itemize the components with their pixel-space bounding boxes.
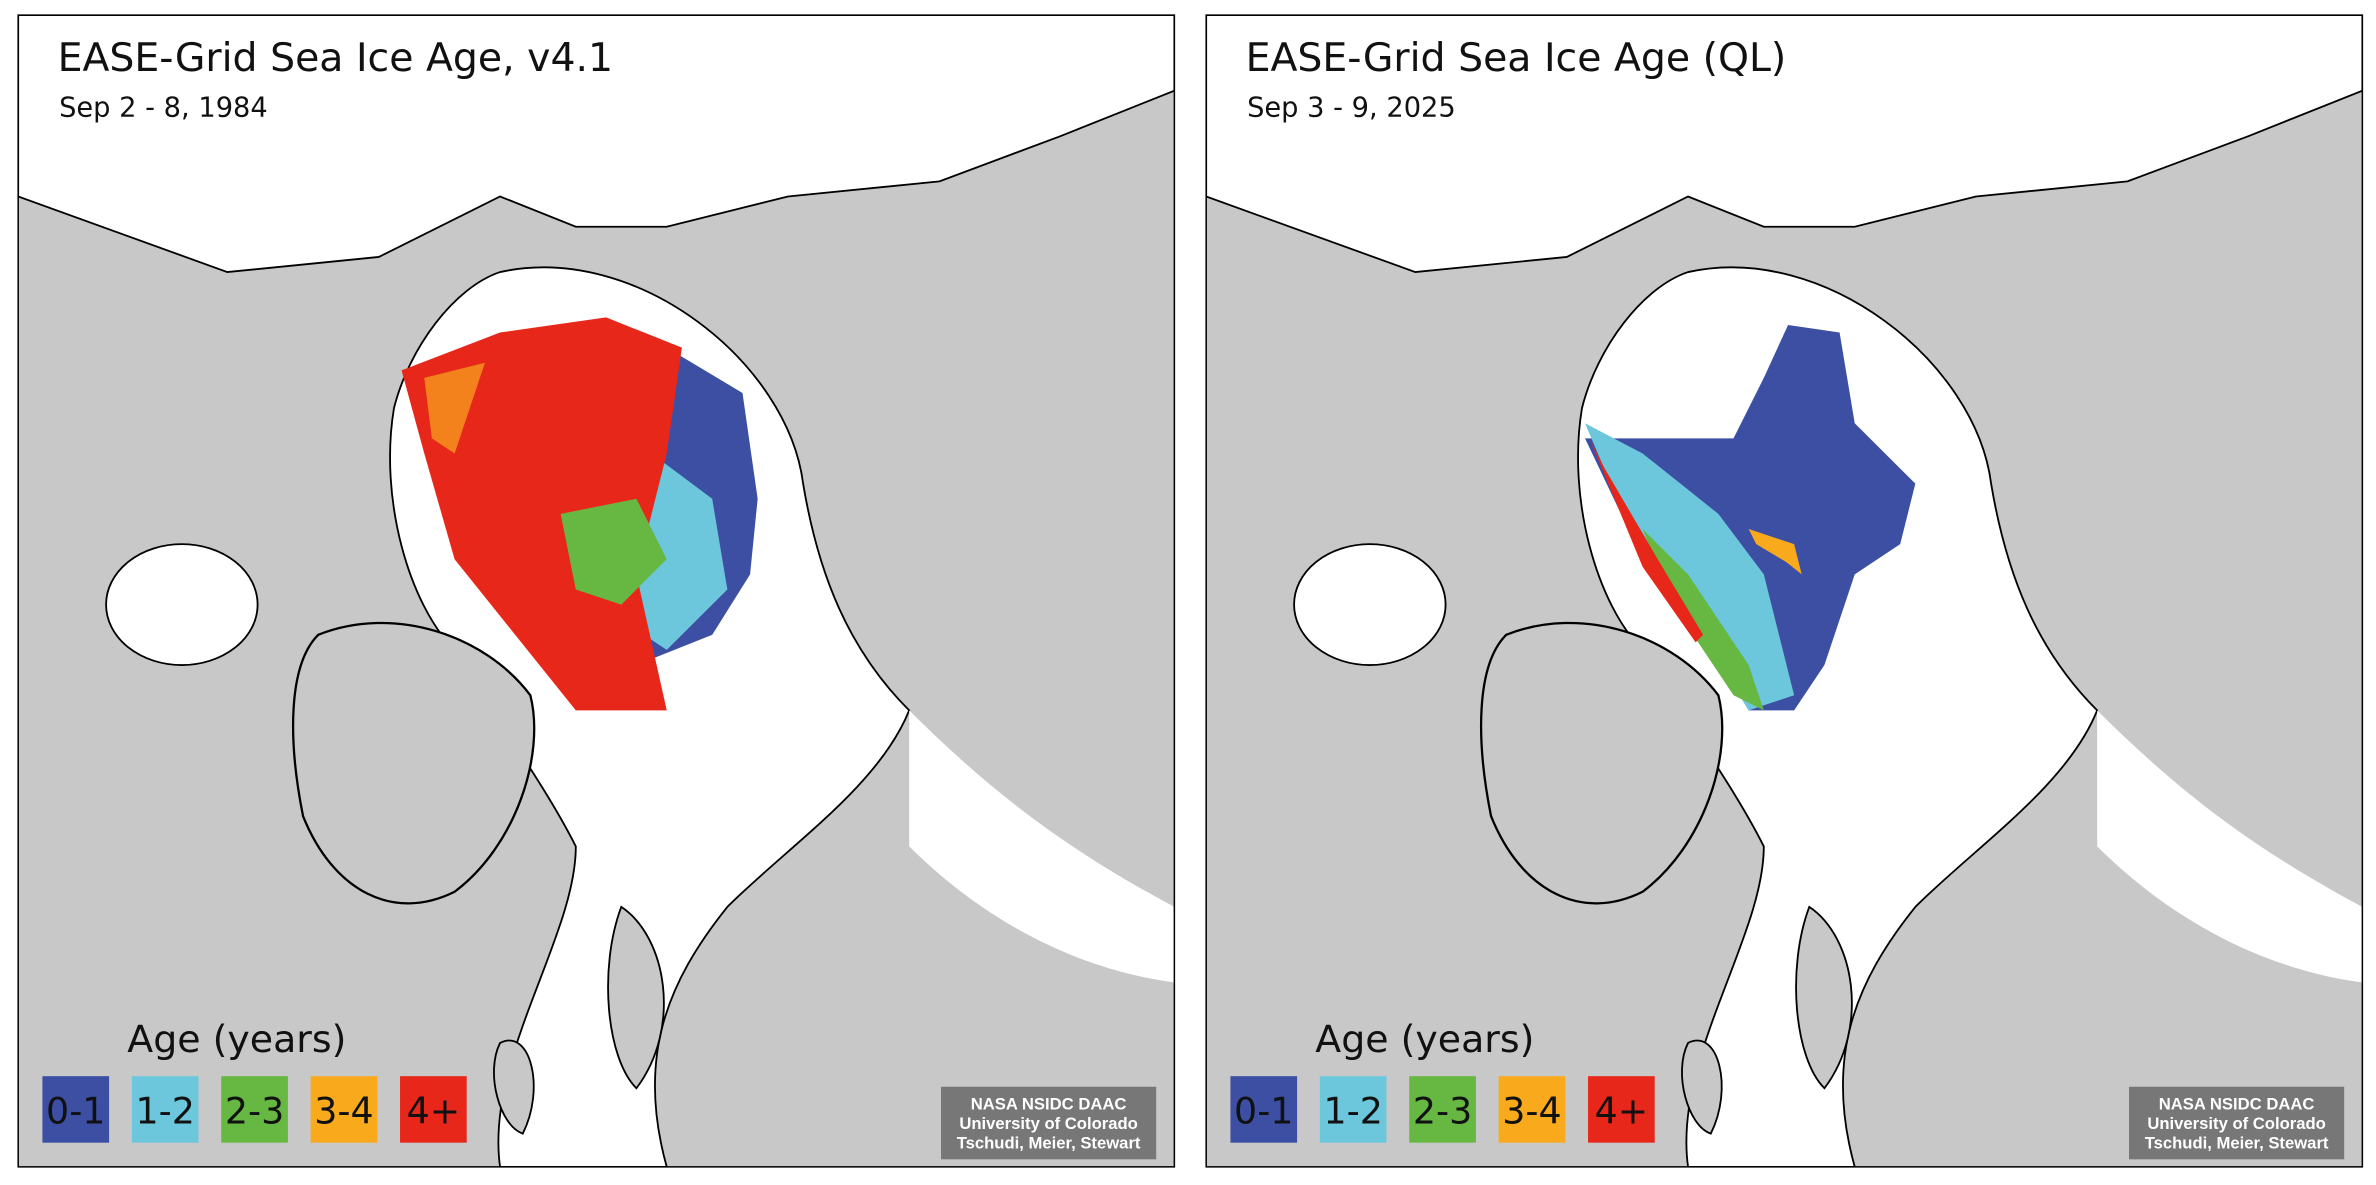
credit-line: Tschudi, Meier, Stewart (2145, 1134, 2329, 1153)
panel-title: EASE-Grid Sea Ice Age (QL) (1246, 35, 1787, 81)
credit-line: NASA NSIDC DAAC (2159, 1094, 2315, 1113)
panel-text: EASE-Grid Sea Ice Age (QL) Sep 3 - 9, 202… (1230, 35, 2345, 1160)
legend-label: 1-2 (135, 1089, 194, 1132)
legend-label: 2-3 (225, 1089, 284, 1132)
panel (18, 15, 1174, 1167)
ice-age-4plus (401, 317, 682, 711)
legend-swatch (1319, 1076, 1387, 1143)
legend-label: 0-1 (1234, 1089, 1293, 1132)
credit-line: University of Colorado (959, 1114, 1138, 1133)
credit-line: University of Colorado (2147, 1114, 2326, 1133)
legend-label: 4+ (407, 1089, 461, 1132)
credit-box (941, 1086, 1157, 1160)
panel-frame (17, 14, 1176, 1168)
legend-swatch (310, 1076, 378, 1143)
legend-swatch (131, 1076, 199, 1143)
ice-age-2-3 (1642, 529, 1764, 711)
legend-label: 4+ (1595, 1089, 1649, 1132)
legend-swatch (1230, 1076, 1298, 1143)
legend-label: 0-1 (46, 1089, 105, 1132)
panel-title: EASE-Grid Sea Ice Age, v4.1 (58, 35, 614, 81)
panel (1206, 15, 2362, 1167)
ice-age-4plus (1589, 438, 1704, 643)
panel-frame (1205, 14, 2364, 1168)
ice-age-3-4 (424, 362, 485, 454)
legend-title: Age (years) (127, 1017, 346, 1061)
legend-swatch (1498, 1076, 1566, 1143)
legend-title: Age (years) (1315, 1017, 1534, 1061)
ice-age-2-3 (560, 498, 667, 605)
panel-subtitle: Sep 3 - 9, 2025 (1247, 92, 1456, 123)
ice-age-1-2 (1585, 423, 1795, 711)
credit-line: Tschudi, Meier, Stewart (957, 1134, 1141, 1153)
ice-age-3-4 (1748, 529, 1802, 575)
ice-age-0-1 (1585, 324, 1916, 711)
credit-line: NASA NSIDC DAAC (971, 1094, 1127, 1113)
legend-swatch (42, 1076, 110, 1143)
credit-box (2129, 1086, 2345, 1160)
legend-swatch (1588, 1076, 1655, 1143)
legend-swatch (1409, 1076, 1476, 1143)
legend-label: 3-4 (314, 1089, 373, 1132)
legend-label: 3-4 (1502, 1089, 1561, 1132)
panel-text: EASE-Grid Sea Ice Age, v4.1 Sep 2 - 8, 19… (42, 35, 1157, 1160)
legend-label: 1-2 (1323, 1089, 1382, 1132)
panel-subtitle: Sep 2 - 8, 1984 (59, 92, 268, 123)
legend-label: 2-3 (1413, 1089, 1472, 1132)
legend-swatch (400, 1076, 467, 1143)
legend-swatch (221, 1076, 288, 1143)
